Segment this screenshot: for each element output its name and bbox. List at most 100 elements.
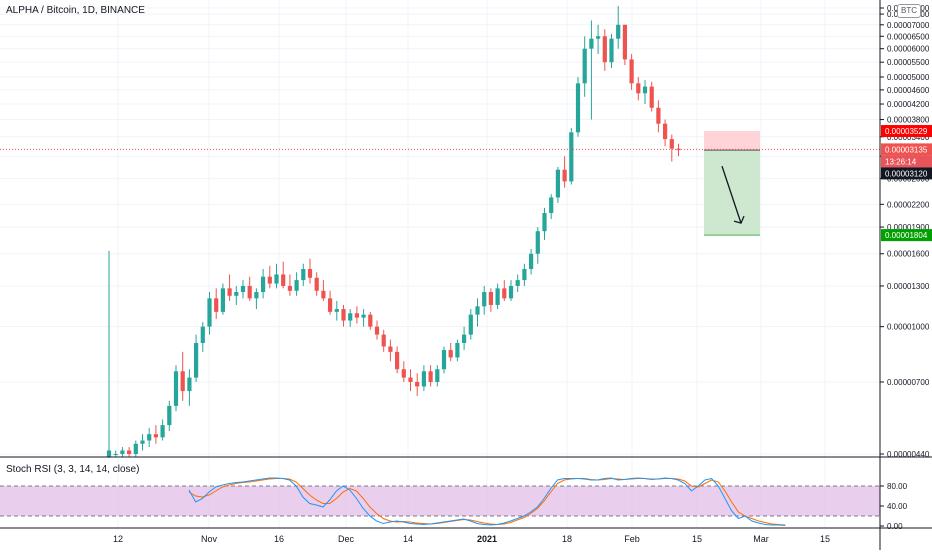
time-label: Dec (338, 534, 355, 544)
candle-body (448, 350, 453, 358)
candle-body (522, 269, 527, 281)
candle-body (435, 369, 440, 382)
candle-body (240, 285, 246, 293)
candle-body (173, 371, 179, 406)
candle-body (254, 292, 259, 299)
candle-body (415, 381, 420, 387)
candle-body (328, 298, 333, 312)
down-arrow (721, 165, 742, 224)
chart-title: ALPHA / Bitcoin, 1D, BINANCE (6, 5, 145, 16)
time-label: 15 (820, 534, 830, 544)
price-tick-label: 0.00007000 (887, 21, 930, 30)
candle-body (227, 288, 232, 296)
candle-body (234, 292, 239, 296)
candle-body (569, 132, 574, 182)
stop-price-label: 0.00003529 (885, 127, 928, 136)
candle-body (147, 434, 152, 441)
take-profit-zone (704, 150, 760, 236)
candle-body (354, 313, 359, 318)
candle-body (388, 346, 393, 352)
candle-body (307, 269, 313, 278)
candle-body (596, 36, 601, 39)
price-tick-label: 0.00001600 (887, 250, 930, 259)
candle-body (120, 450, 125, 454)
candle-body (575, 83, 581, 133)
candle-body (441, 350, 447, 370)
candle-body (582, 48, 587, 84)
price-tick-label: 0.00005000 (887, 73, 930, 82)
candle-body (261, 276, 266, 293)
time-label: Nov (201, 534, 218, 544)
time-label: 16 (274, 534, 284, 544)
currency-badge[interactable]: BTC (897, 4, 921, 18)
candle-body (542, 213, 547, 232)
candle-body (341, 309, 346, 321)
rsi-tick-label: 40.00 (887, 502, 908, 511)
price-tick-label: 0.00001000 (887, 323, 930, 332)
candle-body (462, 334, 467, 343)
time-label: 15 (692, 534, 702, 544)
candle-body (488, 292, 493, 305)
target-price-label-bg (881, 229, 932, 242)
indicator-label[interactable]: Stoch RSI (3, 3, 14, 14, close) (6, 464, 140, 475)
price-tick-label: 0.00006500 (887, 32, 930, 41)
last-price-label-bg (881, 143, 932, 156)
candle-body (361, 314, 366, 318)
candle-body (133, 443, 138, 454)
entry-price-label: 0.00003120 (885, 169, 928, 178)
candle-body (200, 326, 205, 343)
candle-body (247, 285, 252, 299)
candle-body (401, 369, 406, 378)
candle-body (274, 274, 279, 284)
candle-body (287, 285, 292, 291)
entry-price-label-bg (881, 167, 932, 180)
candle-body (602, 36, 607, 63)
candle-body (267, 276, 272, 284)
stoch-d-line (188, 477, 786, 526)
stoch-k-line (188, 477, 786, 526)
time-axis[interactable]: 12 Nov 16 Dec 14 2021 18 Feb 15 Mar 15 (113, 534, 830, 544)
candle-body (153, 434, 158, 438)
candle-body (475, 306, 480, 315)
candle-body (180, 371, 185, 392)
candle-body (301, 269, 306, 281)
candle-body (502, 288, 507, 299)
stop-price-label-bg (881, 125, 932, 138)
candle-body (562, 169, 567, 182)
stop-loss-zone (704, 131, 760, 151)
candle-body (187, 377, 192, 392)
rsi-band (0, 486, 880, 516)
candle-body (535, 231, 540, 254)
candle-body (334, 309, 339, 312)
price-tick-label: 0.00004200 (887, 100, 930, 109)
price-tick-label: 0.00002200 (887, 200, 930, 209)
candle-body (629, 59, 634, 84)
price-tick-label: 0.00006000 (887, 45, 930, 54)
trade-zones (704, 131, 760, 236)
candle-body (609, 38, 614, 63)
candle-body (589, 38, 594, 49)
price-tick-label: 0.00001300 (887, 282, 930, 291)
candle-body (374, 326, 380, 335)
price-tick-label: 0.00003800 (887, 116, 930, 125)
candle-body (395, 351, 400, 370)
candle-body (508, 285, 514, 299)
countdown-label-bg (881, 155, 932, 168)
price-tick-label: 0.00003400 (887, 133, 930, 142)
candle-body (321, 290, 326, 299)
candle-body (515, 280, 520, 286)
candle-body (220, 288, 225, 312)
target-price-label: 0.00001804 (885, 231, 928, 240)
candle-body (622, 24, 627, 60)
candle-body (455, 342, 460, 358)
candle-body (529, 253, 534, 270)
candle-body (113, 454, 118, 455)
candle-body (106, 450, 112, 458)
candle-body (549, 197, 554, 214)
last-price-label: 0.00003135 (885, 145, 928, 154)
candle-body (649, 86, 654, 108)
candle-body (616, 24, 621, 39)
